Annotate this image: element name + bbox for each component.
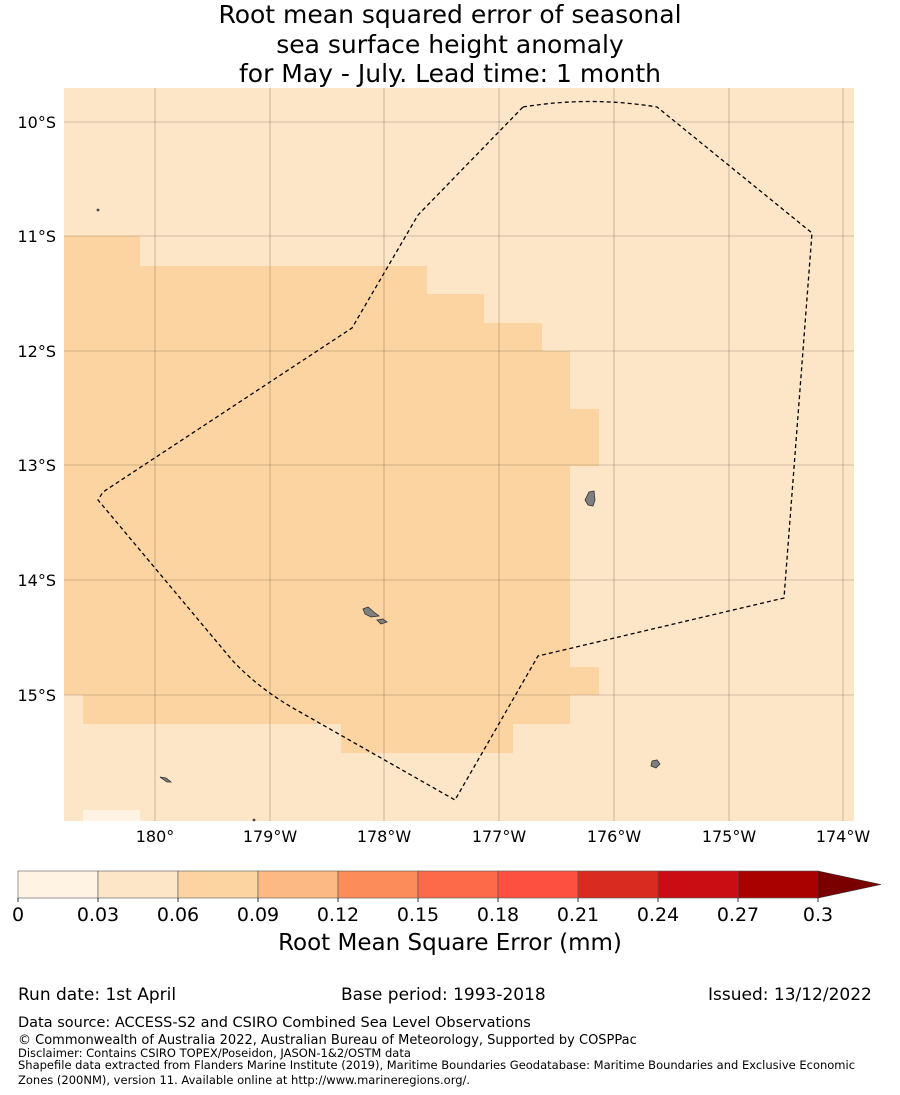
- island-east: [584, 490, 596, 507]
- colorbar-tick-label: 0.15: [397, 904, 439, 926]
- title-line-2: sea surface height anomaly: [276, 29, 624, 59]
- island-southeast: [650, 759, 661, 769]
- shapefile-credit-1: Shapefile data extracted from Flanders M…: [18, 1058, 856, 1072]
- colorbar-segment: [657, 870, 739, 899]
- islet-northwest: [96, 208, 100, 212]
- copyright: © Commonwealth of Australia 2022, Austra…: [18, 1033, 637, 1048]
- latitude-labels: 10°S 11°S 12°S 13°S 14°S 15°S: [17, 113, 56, 705]
- lat-label: 13°S: [17, 456, 56, 475]
- lon-label: 180°: [136, 827, 175, 846]
- map-cell-lightest: [83, 810, 140, 821]
- colorbar-label: Root Mean Square Error (mm): [278, 930, 622, 956]
- colorbar-segment: [17, 870, 99, 899]
- colorbar-segment: [97, 870, 179, 899]
- run-date: Run date: 1st April: [18, 985, 177, 1005]
- colorbar-tick-label: 0.24: [637, 904, 679, 926]
- lon-label: 178°W: [357, 827, 412, 846]
- islands: [96, 208, 661, 822]
- colorbar-segment: [497, 870, 579, 899]
- lon-label: 174°W: [816, 827, 871, 846]
- longitude-labels: 180° 179°W 178°W 177°W 176°W 175°W 174°W: [136, 827, 871, 846]
- eez-boundary: [97, 100, 813, 801]
- lon-label: 175°W: [702, 827, 757, 846]
- colorbar-segment: [417, 870, 499, 899]
- lat-label: 10°S: [17, 113, 56, 132]
- lat-label: 14°S: [17, 571, 56, 590]
- lat-label: 12°S: [17, 342, 56, 361]
- rmse-region-0.06-0.09: [64, 236, 599, 753]
- title-line-1: Root mean squared error of seasonal: [218, 0, 682, 29]
- colorbar-tick-label: 0.06: [157, 904, 199, 926]
- lon-label: 177°W: [472, 827, 527, 846]
- colorbar-segment: [257, 870, 339, 899]
- lat-label: 11°S: [17, 227, 56, 246]
- disclaimer: Disclaimer: Contains CSIRO TOPEX/Poseido…: [18, 1046, 411, 1060]
- colorbar-segment: [177, 870, 259, 899]
- island-central-a: [362, 606, 381, 618]
- colorbar-tick-label: 0.03: [77, 904, 119, 926]
- base-period: Base period: 1993-2018: [341, 985, 546, 1005]
- data-source: Data source: ACCESS-S2 and CSIRO Combine…: [18, 1015, 531, 1031]
- shapefile-credit-2: Zones (200NM), version 11. Available onl…: [18, 1073, 471, 1087]
- colorbar: 0 0.03 0.06 0.09 0.12 0.15 0.18 0.21 0.24 0.27 0.3: [12, 870, 882, 926]
- colorbar-tick-label: 0.3: [803, 904, 833, 926]
- island-central-b: [376, 618, 388, 625]
- colorbar-segment: [337, 870, 419, 899]
- issued-date: Issued: 13/12/2022: [708, 985, 872, 1005]
- graticule: [64, 88, 854, 821]
- lon-label: 179°W: [243, 827, 298, 846]
- colorbar-tick-label: 0.18: [477, 904, 519, 926]
- map-title: Root mean squared error of seasonal sea …: [0, 0, 900, 89]
- colorbar-tick-label: 0.27: [717, 904, 759, 926]
- colorbar-tick-label: 0.12: [317, 904, 359, 926]
- lon-label: 176°W: [587, 827, 642, 846]
- colorbar-segment: [577, 870, 659, 899]
- colorbar-segment: [737, 870, 819, 899]
- islet-south: [252, 818, 256, 822]
- colorbar-tick-label: 0.21: [557, 904, 599, 926]
- colorbar-extend-arrow: [817, 870, 882, 899]
- island-southwest: [159, 776, 173, 783]
- lat-label: 15°S: [17, 686, 56, 705]
- colorbar-tick-label: 0.09: [237, 904, 279, 926]
- title-line-3: for May - July. Lead time: 1 month: [238, 59, 662, 88]
- colorbar-tick-label: 0: [12, 904, 24, 926]
